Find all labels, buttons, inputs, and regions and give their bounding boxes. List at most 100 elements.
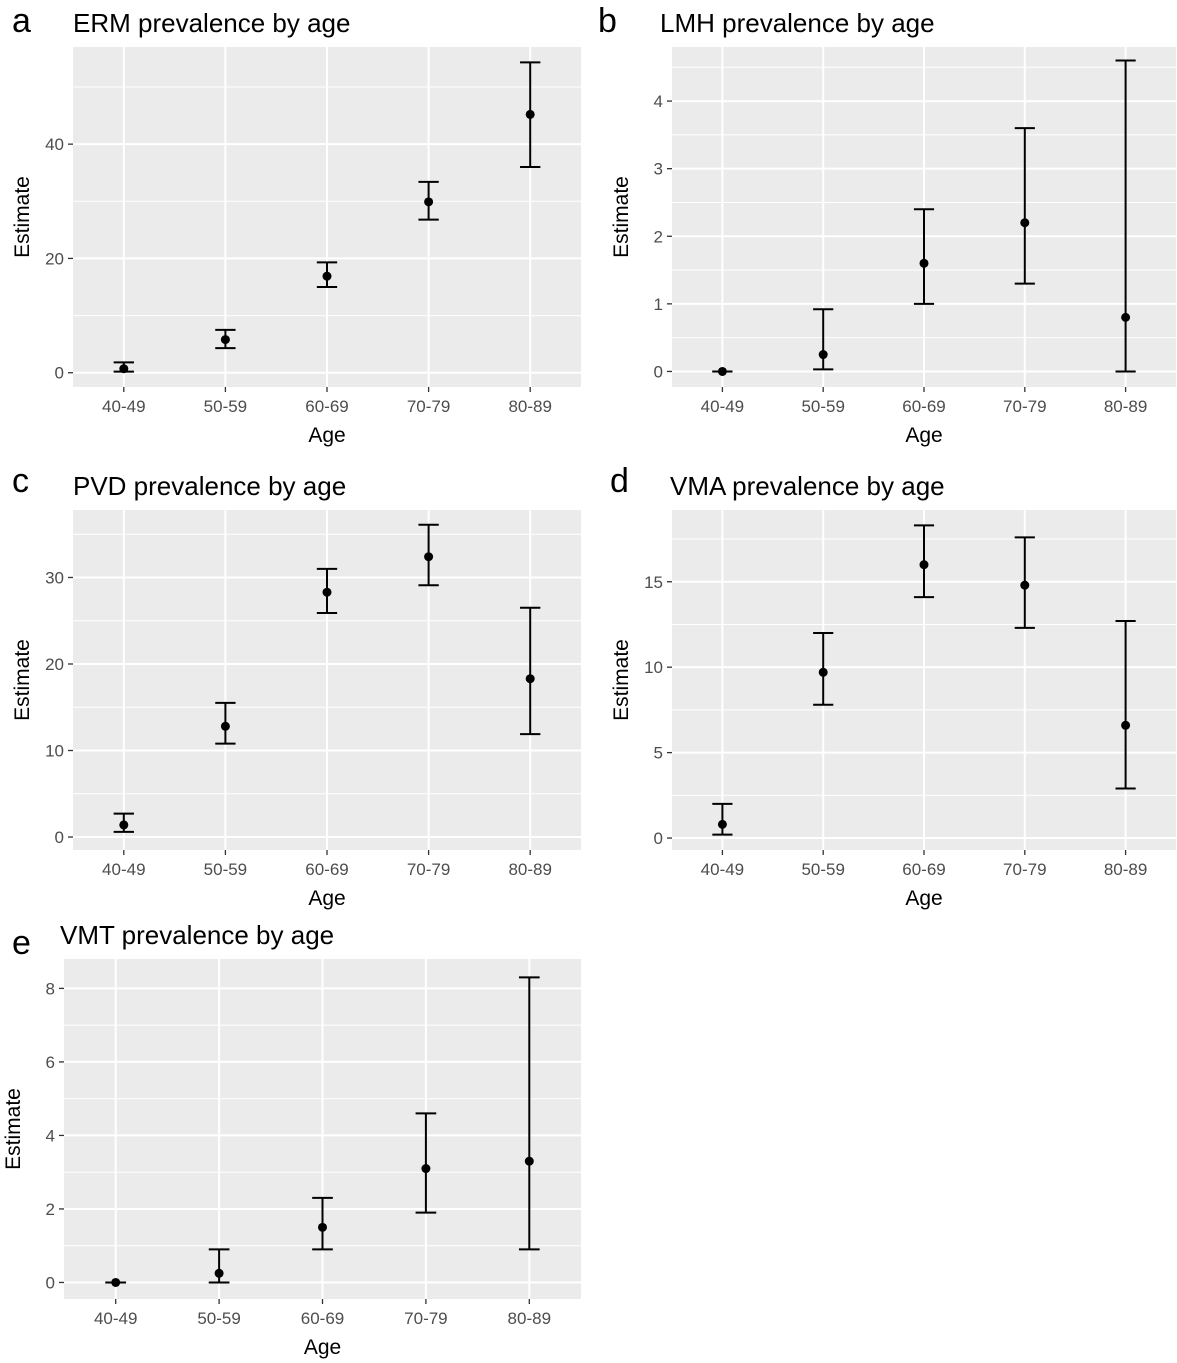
panel-letter: c <box>12 462 29 500</box>
x-axis-label: Age <box>308 887 345 910</box>
y-tick-label: 40 <box>45 135 64 154</box>
x-tick-label: 80-89 <box>508 860 551 879</box>
y-tick-label: 2 <box>46 1200 55 1219</box>
x-tick-label: 70-79 <box>407 860 450 879</box>
estimate-point <box>919 258 929 268</box>
estimate-point <box>524 1156 534 1166</box>
x-tick-label: 70-79 <box>404 1309 447 1328</box>
estimate-point <box>919 560 929 570</box>
estimate-point <box>220 721 230 731</box>
error-bar <box>415 1112 437 1214</box>
y-tick-label: 0 <box>55 828 64 847</box>
error-bar <box>913 208 935 305</box>
estimate-point <box>1121 312 1131 322</box>
panel-letter: b <box>598 2 617 40</box>
chart-title: PVD prevalence by age <box>73 471 346 501</box>
chart-panel-e: e VMT prevalence by age 0 2 4 6 8 40-49 50-59 60-… <box>2 920 581 1359</box>
estimate-point <box>111 1277 121 1287</box>
y-axis-label: Estimate <box>11 176 34 258</box>
estimate-point <box>119 364 129 374</box>
y-tick-label: 4 <box>654 92 663 111</box>
chart-title: VMT prevalence by age <box>60 920 334 950</box>
y-tick-label: 30 <box>45 568 64 587</box>
x-axis-label: Age <box>905 424 942 447</box>
x-tick-label: 70-79 <box>1003 397 1046 416</box>
estimate-point <box>220 335 230 345</box>
y-tick-label: 0 <box>46 1273 55 1292</box>
x-tick-label: 70-79 <box>1003 860 1046 879</box>
x-tick-label: 50-59 <box>197 1309 240 1328</box>
estimate-point <box>1121 720 1131 730</box>
x-tick-label: 40-49 <box>94 1309 137 1328</box>
x-tick-label: 60-69 <box>305 860 348 879</box>
x-tick-label: 60-69 <box>301 1309 344 1328</box>
y-tick-label: 0 <box>654 362 663 381</box>
error-bar <box>1115 620 1136 790</box>
y-axis-label: Estimate <box>610 176 633 258</box>
x-tick-label: 40-49 <box>102 397 145 416</box>
x-tick-label: 70-79 <box>407 397 450 416</box>
y-tick-label: 1 <box>654 295 663 314</box>
y-axis-label: Estimate <box>2 1088 25 1170</box>
x-tick-label: 80-89 <box>1104 397 1147 416</box>
x-tick-label: 50-59 <box>801 397 844 416</box>
chart-panel-a: a ERM prevalence by age 0 20 40 40-49 50-59 60-… <box>11 2 581 447</box>
estimate-point <box>525 674 535 684</box>
x-axis-label: Age <box>304 1336 341 1359</box>
panel-letter: d <box>610 462 629 500</box>
x-tick-label: 40-49 <box>102 860 145 879</box>
y-tick-label: 20 <box>45 655 64 674</box>
x-tick-label: 60-69 <box>902 860 945 879</box>
chart-title: ERM prevalence by age <box>73 8 350 38</box>
chart-panel-c: c PVD prevalence by age 0 10 20 30 40-49 50-59 6… <box>11 462 581 910</box>
estimate-point <box>424 197 434 207</box>
chart-panel-b: b LMH prevalence by age 0 1 2 3 4 40-49 50-59 60-… <box>598 2 1176 447</box>
error-bar <box>520 606 541 736</box>
y-tick-label: 10 <box>45 742 64 761</box>
x-tick-label: 80-89 <box>508 397 551 416</box>
estimate-point <box>214 1268 224 1278</box>
y-tick-label: 2 <box>654 227 663 246</box>
x-tick-label: 60-69 <box>902 397 945 416</box>
chart-title: VMA prevalence by age <box>670 471 945 501</box>
x-axis-label: Age <box>308 424 345 447</box>
error-bar <box>813 308 834 371</box>
error-bar <box>518 976 540 1251</box>
error-bar <box>712 802 733 836</box>
x-tick-label: 50-59 <box>801 860 844 879</box>
y-tick-label: 3 <box>654 160 663 179</box>
chart-title: LMH prevalence by age <box>660 8 935 38</box>
estimate-point <box>818 350 828 360</box>
estimate-point <box>525 109 535 119</box>
estimate-point <box>424 552 434 562</box>
y-tick-label: 0 <box>654 829 663 848</box>
estimate-point <box>322 587 332 597</box>
y-tick-label: 20 <box>45 249 64 268</box>
y-tick-label: 6 <box>46 1053 55 1072</box>
estimate-point <box>322 271 332 281</box>
x-tick-label: 50-59 <box>204 397 247 416</box>
y-axis-label: Estimate <box>610 639 633 721</box>
x-tick-label: 80-89 <box>1104 860 1147 879</box>
error-bar <box>1014 127 1035 285</box>
panel-letter: a <box>12 2 31 40</box>
x-tick-label: 60-69 <box>305 397 348 416</box>
x-tick-label: 50-59 <box>204 860 247 879</box>
y-axis-label: Estimate <box>11 639 34 721</box>
x-axis-label: Age <box>905 887 942 910</box>
estimate-point <box>818 667 828 677</box>
estimate-point <box>717 366 727 376</box>
x-tick-label: 40-49 <box>701 397 744 416</box>
y-tick-label: 10 <box>644 658 663 677</box>
y-tick-label: 15 <box>644 573 663 592</box>
estimate-point <box>421 1164 431 1174</box>
y-tick-label: 5 <box>654 744 663 763</box>
panel-letter: e <box>12 924 31 962</box>
chart-panel-d: d VMA prevalence by age 0 5 10 15 40-49 50-59 60… <box>610 462 1176 910</box>
estimate-point <box>1020 218 1030 228</box>
y-tick-label: 0 <box>55 364 64 383</box>
estimate-point <box>1020 580 1030 590</box>
y-tick-label: 4 <box>46 1126 55 1145</box>
x-tick-label: 80-89 <box>508 1309 551 1328</box>
y-tick-label: 8 <box>46 979 55 998</box>
